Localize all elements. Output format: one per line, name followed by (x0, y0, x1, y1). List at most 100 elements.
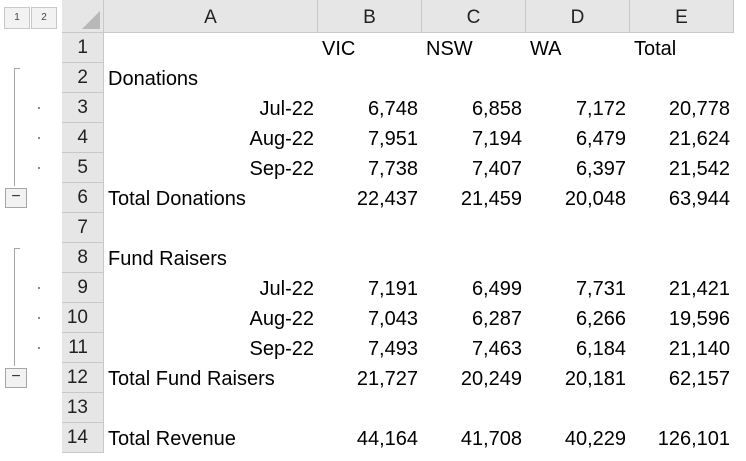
column-header-e[interactable]: E (630, 0, 734, 33)
cell-a1[interactable] (104, 33, 318, 63)
cell-b14[interactable]: 44,164 (356, 428, 418, 450)
outline-detail-marker (38, 107, 40, 109)
cell-a10[interactable]: Aug-22 (249, 308, 315, 330)
cell-e9[interactable]: 21,421 (668, 278, 730, 300)
cell-c6[interactable]: 21,459 (460, 188, 522, 210)
row-header-11[interactable]: 11 (62, 333, 104, 363)
cell-a7[interactable] (104, 213, 318, 243)
cell-d3[interactable]: 7,172 (575, 98, 626, 120)
cell-a6[interactable]: Total Donations (108, 188, 246, 210)
cell-e14[interactable]: 126,101 (657, 428, 730, 450)
collapse-donations-button[interactable]: − (5, 188, 27, 208)
select-all-icon (82, 11, 100, 29)
cell-c11[interactable]: 7,463 (471, 338, 522, 360)
cell-b9[interactable]: 7,191 (367, 278, 418, 300)
cell-c4[interactable]: 7,194 (471, 128, 522, 150)
cell-d5[interactable]: 6,397 (575, 158, 626, 180)
cell-c13[interactable] (422, 393, 526, 423)
cell-b13[interactable] (318, 393, 422, 423)
collapse-fund-raisers-button[interactable]: − (5, 368, 27, 388)
cell-d7[interactable] (526, 213, 630, 243)
cell-a11[interactable]: Sep-22 (249, 338, 315, 360)
cell-e6[interactable]: 63,944 (668, 188, 730, 210)
cell-b1[interactable]: VIC (322, 38, 356, 60)
cell-b12[interactable]: 21,727 (356, 368, 418, 390)
cell-d10[interactable]: 6,266 (575, 308, 626, 330)
cell-e5[interactable]: 21,542 (668, 158, 730, 180)
cell-a12[interactable]: Total Fund Raisers (108, 368, 275, 390)
cell-a3[interactable]: Jul-22 (259, 98, 314, 120)
cell-a2[interactable]: Donations (108, 68, 199, 90)
outline-group-bracket-fund-raisers (14, 248, 20, 366)
cell-e1[interactable]: Total (634, 38, 677, 60)
cell-e3[interactable]: 20,778 (668, 98, 730, 120)
cell-e8[interactable] (630, 243, 734, 273)
cell-e11[interactable]: 21,140 (668, 338, 730, 360)
cell-a9[interactable]: Jul-22 (259, 278, 314, 300)
column-header-b[interactable]: B (318, 0, 422, 33)
cell-e13[interactable] (630, 393, 734, 423)
cell-b10[interactable]: 7,043 (367, 308, 418, 330)
cell-c10[interactable]: 6,287 (471, 308, 522, 330)
cell-d9[interactable]: 7,731 (575, 278, 626, 300)
row-header-10[interactable]: 10 (62, 303, 104, 333)
cell-d11[interactable]: 6,184 (575, 338, 626, 360)
cell-d1[interactable]: WA (530, 38, 562, 60)
cell-a5[interactable]: Sep-22 (249, 158, 315, 180)
outline-group-bracket-donations (14, 68, 20, 186)
cell-c3[interactable]: 6,858 (471, 98, 522, 120)
cell-a4[interactable]: Aug-22 (249, 128, 315, 150)
row-header-12[interactable]: 12 (62, 363, 104, 393)
cell-b5[interactable]: 7,738 (367, 158, 418, 180)
cell-c8[interactable] (422, 243, 526, 273)
row-header-6[interactable]: 6 (62, 183, 104, 213)
cell-b8[interactable] (318, 243, 422, 273)
cell-b4[interactable]: 7,951 (367, 128, 418, 150)
cell-c12[interactable]: 20,249 (460, 368, 522, 390)
column-header-d[interactable]: D (526, 0, 630, 33)
row-header-9[interactable]: 9 (62, 273, 104, 303)
cell-b3[interactable]: 6,748 (367, 98, 418, 120)
column-header-a[interactable]: A (104, 0, 318, 33)
row-header-13[interactable]: 13 (62, 393, 104, 423)
cell-e4[interactable]: 21,624 (668, 128, 730, 150)
outline-level-2-button[interactable]: 2 (31, 7, 57, 29)
cell-c5[interactable]: 7,407 (471, 158, 522, 180)
row-header-3[interactable]: 3 (62, 93, 104, 123)
cell-c9[interactable]: 6,499 (471, 278, 522, 300)
row-header-1[interactable]: 1 (62, 33, 104, 63)
cell-c14[interactable]: 41,708 (460, 428, 522, 450)
outline-level-1-button[interactable]: 1 (4, 7, 30, 29)
row-header-8[interactable]: 8 (62, 243, 104, 273)
cell-c2[interactable] (422, 63, 526, 93)
cell-d12[interactable]: 20,181 (564, 368, 626, 390)
cell-a14[interactable]: Total Revenue (108, 428, 236, 450)
cell-d8[interactable] (526, 243, 630, 273)
row-header-4[interactable]: 4 (62, 123, 104, 153)
cell-d6[interactable]: 20,048 (564, 188, 626, 210)
column-header-c[interactable]: C (422, 0, 526, 33)
cell-c7[interactable] (422, 213, 526, 243)
row-header-14[interactable]: 14 (62, 423, 104, 453)
outline-gutter: 1 2 − − (0, 0, 62, 461)
cell-e2[interactable] (630, 63, 734, 93)
cell-d2[interactable] (526, 63, 630, 93)
outline-detail-marker (38, 137, 40, 139)
cell-a8[interactable]: Fund Raisers (108, 248, 227, 270)
cell-e12[interactable]: 62,157 (668, 368, 730, 390)
cell-d13[interactable] (526, 393, 630, 423)
row-header-5[interactable]: 5 (62, 153, 104, 183)
cell-c1[interactable]: NSW (426, 38, 473, 60)
cell-e10[interactable]: 19,596 (668, 308, 730, 330)
cell-a13[interactable] (104, 393, 318, 423)
cell-d4[interactable]: 6,479 (575, 128, 626, 150)
cell-b11[interactable]: 7,493 (367, 338, 418, 360)
row-header-2[interactable]: 2 (62, 63, 104, 93)
select-all-corner[interactable] (62, 0, 104, 33)
cell-b2[interactable] (318, 63, 422, 93)
cell-b7[interactable] (318, 213, 422, 243)
cell-b6[interactable]: 22,437 (356, 188, 418, 210)
cell-e7[interactable] (630, 213, 734, 243)
cell-d14[interactable]: 40,229 (564, 428, 626, 450)
row-header-7[interactable]: 7 (62, 213, 104, 243)
